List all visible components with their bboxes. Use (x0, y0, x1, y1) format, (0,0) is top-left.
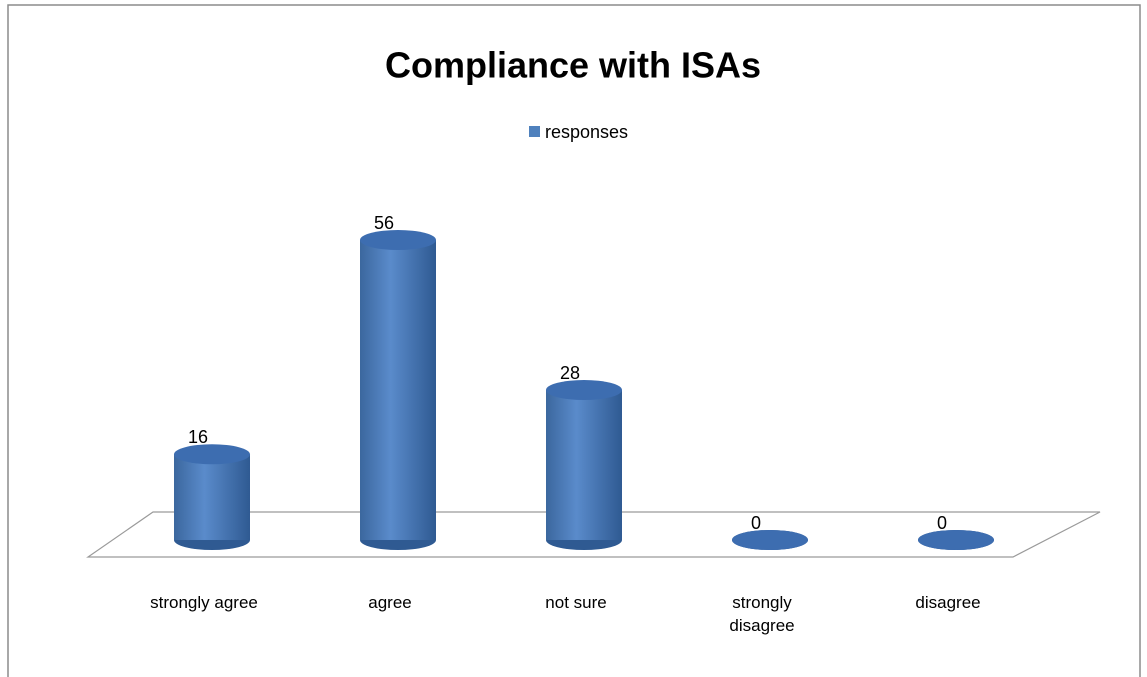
bar (174, 444, 250, 550)
x-tick-label: strongly disagree (729, 593, 795, 635)
bar-part (174, 454, 250, 540)
bar-part (732, 530, 808, 550)
legend-label: responses (545, 122, 628, 142)
bar-part (360, 240, 436, 540)
data-label: 16 (188, 427, 208, 447)
bar (918, 530, 994, 550)
data-label: 28 (560, 363, 580, 383)
x-tick-label: disagree (915, 593, 981, 612)
bar (546, 380, 622, 550)
bar-part (546, 380, 622, 400)
chart-title: Compliance with ISAs (385, 45, 761, 86)
legend-swatch (529, 126, 540, 137)
bar (732, 530, 808, 550)
bar-part (174, 444, 250, 465)
data-label: 56 (374, 213, 394, 233)
bar (360, 230, 436, 550)
bar-part (546, 390, 622, 540)
data-label: 0 (751, 513, 761, 533)
bar-part (918, 530, 994, 550)
frame (7, 4, 1141, 677)
x-tick-label: agree (368, 593, 412, 612)
x-tick-label: not sure (545, 593, 607, 612)
data-label: 0 (937, 513, 947, 533)
x-tick-label: strongly agree (150, 593, 258, 612)
bar-part (360, 230, 436, 250)
